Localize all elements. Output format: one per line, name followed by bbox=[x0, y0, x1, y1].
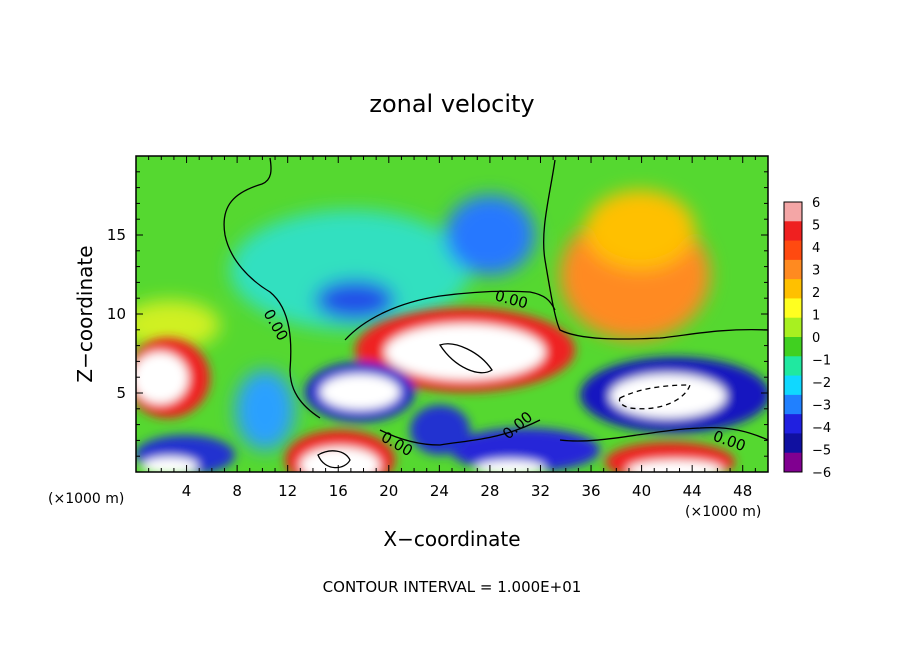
colorbar-swatch bbox=[784, 452, 802, 473]
core-bottom-mid-white bbox=[475, 460, 545, 472]
colorbar-swatch bbox=[784, 240, 802, 261]
colorbar-label: 6 bbox=[812, 196, 820, 211]
contour-zero-upper bbox=[223, 157, 321, 419]
core-low-blue bbox=[410, 405, 470, 455]
colorbar-label: −3 bbox=[812, 399, 831, 414]
x-unit-right: (×1000 m) bbox=[685, 504, 761, 520]
core-right-white bbox=[610, 374, 726, 418]
colorbar-label: 2 bbox=[812, 286, 820, 301]
x-tick-label: 36 bbox=[581, 482, 600, 500]
x-tick-label: 16 bbox=[329, 482, 348, 500]
plot-area: 0.00 0.00 0.00 0.00 0.00 bbox=[136, 156, 768, 472]
core-bottom-right-white bbox=[627, 460, 723, 472]
colorbar-label: 1 bbox=[812, 309, 820, 324]
x-tick-label: 40 bbox=[632, 482, 651, 500]
x-unit-left: (×1000 m) bbox=[48, 491, 124, 507]
core-bottom-left-white bbox=[142, 457, 198, 472]
contour-lines bbox=[223, 157, 768, 469]
colorbar-label: −6 bbox=[812, 466, 831, 481]
x-tick-label: 28 bbox=[480, 482, 499, 500]
x-axis-label: X−coordinate bbox=[383, 527, 520, 551]
core-left-white bbox=[136, 352, 188, 404]
y-axis-label: Z−coordinate bbox=[73, 245, 97, 382]
x-tick-label: 32 bbox=[531, 482, 550, 500]
colorbar-label: 4 bbox=[812, 241, 820, 256]
colorbar-swatch bbox=[784, 259, 802, 280]
field-blob-low-blue bbox=[235, 370, 295, 450]
field-blob-mid-blue bbox=[315, 280, 395, 320]
colorbar-label: −2 bbox=[812, 376, 831, 391]
colorbar-swatch bbox=[784, 375, 802, 396]
colorbar-swatch bbox=[784, 279, 802, 299]
x-tick-label: 48 bbox=[733, 482, 752, 500]
core-center-white bbox=[385, 324, 545, 380]
core-left-white2 bbox=[320, 374, 400, 410]
x-tick-label: 4 bbox=[182, 482, 192, 500]
colorbar-frame bbox=[783, 201, 803, 473]
y-tick-label: 15 bbox=[107, 226, 126, 244]
colorbar-swatch bbox=[784, 202, 802, 222]
colorbar-label: 5 bbox=[812, 219, 820, 234]
x-tick-label: 20 bbox=[379, 482, 398, 500]
y-tick-labels: 5 10 15 bbox=[107, 226, 126, 402]
colorbar-swatch bbox=[784, 394, 802, 415]
x-tick-label: 12 bbox=[278, 482, 297, 500]
colorbar-swatch bbox=[784, 433, 802, 454]
y-tick-label: 10 bbox=[107, 305, 126, 323]
field-blob-left-yellow bbox=[136, 300, 220, 350]
contour-positive-center bbox=[438, 343, 493, 374]
contour-zero-lower-right bbox=[559, 426, 768, 442]
colorbar-labels: 6 5 4 3 2 1 0 −1 −2 −3 −4 −5 −6 bbox=[812, 196, 831, 481]
colorbar-label: −1 bbox=[812, 354, 831, 369]
field-blob-upper-cyan bbox=[230, 210, 470, 330]
chart-title: zonal velocity bbox=[369, 90, 534, 118]
field-blob-upper-blue bbox=[445, 195, 535, 275]
contour-zero-right bbox=[542, 159, 768, 340]
colorbar-swatch bbox=[784, 414, 802, 434]
field-blobs bbox=[136, 190, 710, 450]
x-tick-labels: 4 8 12 16 20 24 28 32 36 40 44 48 bbox=[182, 482, 752, 500]
colorbar-label: −5 bbox=[812, 444, 831, 459]
colorbar-swatch bbox=[784, 298, 802, 319]
contour-interval-footer: CONTOUR INTERVAL = 1.000E+01 bbox=[323, 578, 582, 596]
contour-zero-center bbox=[344, 290, 556, 341]
x-tick-label: 8 bbox=[232, 482, 242, 500]
contour-positive-bottom bbox=[317, 450, 351, 469]
x-tick-label: 44 bbox=[683, 482, 702, 500]
x-tick-label: 24 bbox=[430, 482, 449, 500]
colorbar-swatch bbox=[784, 317, 802, 338]
colorbar bbox=[783, 201, 803, 473]
colorbar-swatch bbox=[784, 356, 802, 377]
colorbar-swatch bbox=[784, 221, 802, 242]
core-bottom-mid-blue bbox=[450, 428, 600, 472]
contour-zero-lower-center bbox=[379, 419, 541, 446]
tick-marks bbox=[136, 156, 768, 472]
colorbar-label: 3 bbox=[812, 264, 820, 279]
field-blob-upper-yellow bbox=[585, 190, 695, 270]
y-tick-label: 5 bbox=[116, 384, 126, 402]
colorbar-label: −4 bbox=[812, 421, 831, 436]
colorbar-swatch bbox=[784, 337, 802, 357]
field-cores bbox=[136, 308, 768, 472]
colorbar-label: 0 bbox=[812, 331, 820, 346]
